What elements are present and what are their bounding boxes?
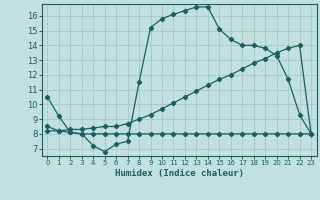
- X-axis label: Humidex (Indice chaleur): Humidex (Indice chaleur): [115, 169, 244, 178]
